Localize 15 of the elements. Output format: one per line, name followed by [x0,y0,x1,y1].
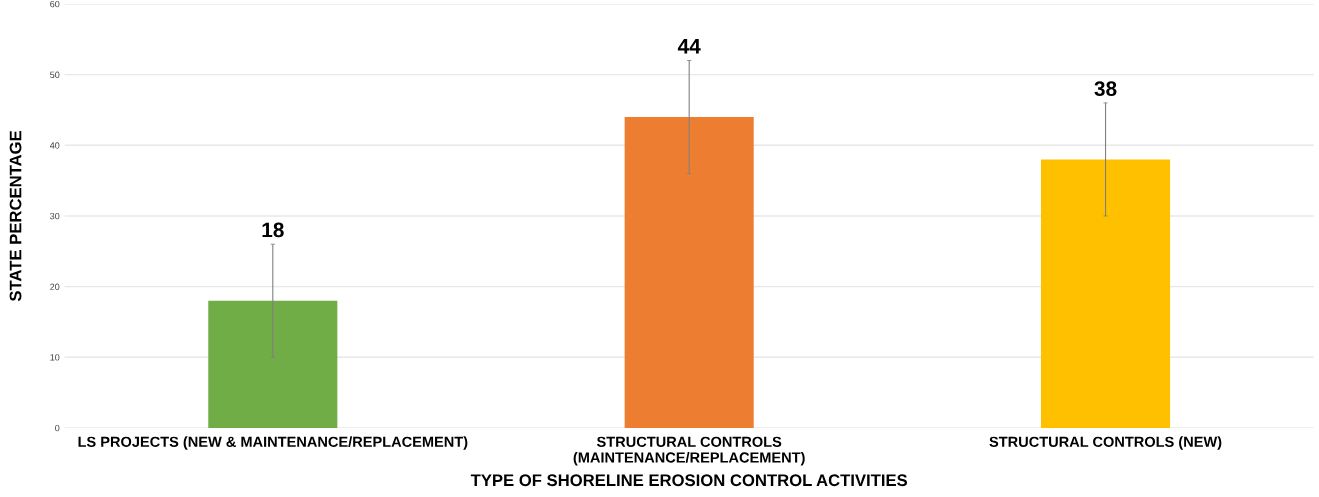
y-tick-label: 50 [50,71,60,78]
y-tick-label: 20 [50,283,60,290]
x-tick-label: LS PROJECTS (NEW & MAINTENANCE/REPLACEMENT) [78,436,468,450]
x-axis-title: TYPE OF SHORELINE EROSION CONTROL ACTIVITIES [470,474,908,487]
y-tick-label: 10 [50,354,60,361]
y-tick-label: 0 [55,424,60,432]
x-tick-label: STRUCTURAL CONTROLS (MAINTENANCE/REPLACEMENT) [573,436,805,466]
data-label: 18 [262,222,284,238]
y-tick-label: 60 [50,0,60,8]
y-axis-title: STATE PERCENTAGE [9,130,22,302]
y-tick-label: 40 [49,142,60,149]
data-label: 44 [677,39,701,54]
data-label: 38 [1094,81,1117,97]
x-tick-label: STRUCTURAL CONTROLS (NEW) [989,436,1222,450]
y-tick-label: 30 [50,212,60,220]
